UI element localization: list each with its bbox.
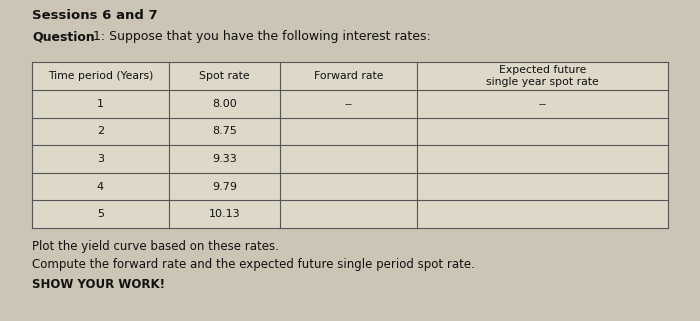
Text: Forward rate: Forward rate: [314, 71, 383, 81]
Text: 10.13: 10.13: [209, 209, 240, 219]
Text: Sessions 6 and 7: Sessions 6 and 7: [32, 9, 158, 22]
Text: Compute the forward rate and the expected future single period spot rate.: Compute the forward rate and the expecte…: [32, 258, 475, 271]
Text: 9.33: 9.33: [212, 154, 237, 164]
Text: 5: 5: [97, 209, 104, 219]
Text: Time period (Years): Time period (Years): [48, 71, 153, 81]
Bar: [32, 62, 668, 228]
Text: 8.75: 8.75: [212, 126, 237, 136]
Text: 9.79: 9.79: [212, 182, 237, 192]
Text: 8.00: 8.00: [212, 99, 237, 109]
Text: Plot the yield curve based on these rates.: Plot the yield curve based on these rate…: [32, 240, 279, 253]
Text: 2: 2: [97, 126, 104, 136]
Text: --: --: [344, 99, 352, 109]
Text: Spot rate: Spot rate: [199, 71, 250, 81]
Text: SHOW YOUR WORK!: SHOW YOUR WORK!: [32, 278, 165, 291]
Text: Expected future
single year spot rate: Expected future single year spot rate: [486, 65, 598, 87]
Text: Question: Question: [32, 30, 94, 43]
Text: 1: Suppose that you have the following interest rates:: 1: Suppose that you have the following i…: [89, 30, 430, 43]
Text: 1: 1: [97, 99, 104, 109]
Text: 4: 4: [97, 182, 104, 192]
Text: 3: 3: [97, 154, 104, 164]
Text: --: --: [538, 99, 547, 109]
